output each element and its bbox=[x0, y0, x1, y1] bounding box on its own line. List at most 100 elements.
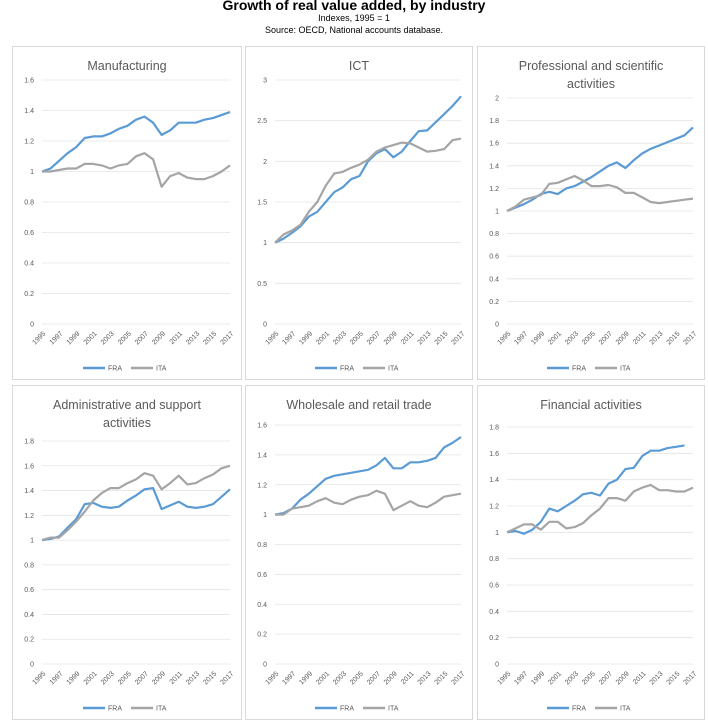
y-tick-label: 1 bbox=[263, 512, 267, 519]
y-tick-label: 3 bbox=[263, 78, 267, 85]
chart-panel-1: Manufacturing00.20.40.60.811.21.41.61995… bbox=[12, 46, 242, 380]
y-tick-label: 0.8 bbox=[489, 556, 499, 563]
chart-title: activities bbox=[103, 416, 151, 430]
y-tick-label: 0 bbox=[495, 322, 499, 329]
y-tick-label: 0.8 bbox=[257, 542, 267, 549]
chart-title: Manufacturing bbox=[87, 59, 166, 73]
y-tick-label: 0.4 bbox=[489, 609, 499, 616]
y-tick-label: 0.6 bbox=[257, 572, 267, 579]
y-tick-label: 0.8 bbox=[24, 200, 34, 207]
y-tick-label: 1.5 bbox=[257, 200, 267, 207]
y-tick-label: 1 bbox=[263, 240, 267, 247]
series-line-ita bbox=[41, 464, 231, 542]
y-tick-label: 0.8 bbox=[24, 562, 34, 569]
legend-label-fra: FRA bbox=[340, 706, 354, 713]
y-tick-label: 0.6 bbox=[489, 254, 499, 261]
y-tick-label: 0.2 bbox=[489, 635, 499, 642]
y-tick-label: 0 bbox=[30, 662, 34, 669]
legend-label-ita: ITA bbox=[388, 366, 399, 373]
legend-label-ita: ITA bbox=[620, 366, 631, 373]
y-tick-label: 2 bbox=[495, 96, 499, 103]
series-line-ita bbox=[275, 489, 462, 516]
figure-title: Growth of real value added, by industry bbox=[222, 0, 486, 13]
y-tick-label: 1.2 bbox=[24, 513, 34, 520]
y-tick-label: 0.2 bbox=[489, 299, 499, 306]
y-tick-label: 1.2 bbox=[489, 186, 499, 193]
y-tick-label: 1.6 bbox=[24, 463, 34, 470]
y-tick-label: 1.6 bbox=[489, 451, 499, 458]
series-line-ita bbox=[42, 152, 231, 188]
chart-title: Professional and scientific bbox=[519, 59, 664, 73]
y-tick-label: 1.8 bbox=[24, 439, 34, 446]
y-tick-label: 1.2 bbox=[257, 482, 267, 489]
series-line-ita bbox=[506, 483, 694, 534]
y-tick-label: 1 bbox=[495, 530, 499, 537]
y-tick-label: 2 bbox=[263, 159, 267, 166]
y-tick-label: 0 bbox=[263, 322, 267, 329]
series-line-ita bbox=[274, 137, 462, 244]
y-tick-label: 1.8 bbox=[489, 425, 499, 432]
chart-panel-6: Financial activities 0 0.2 0.4 0.6 0.8 1 1.2 1.4… bbox=[477, 385, 705, 720]
chart-title: Wholesale and retail trade bbox=[286, 398, 431, 412]
y-tick-label: 1 bbox=[495, 209, 499, 216]
y-tick-label: 0.2 bbox=[24, 637, 34, 644]
legend-label-fra: FRA bbox=[572, 366, 586, 373]
y-tick-label: 0.2 bbox=[24, 291, 34, 298]
legend-label-fra: FRA bbox=[572, 706, 586, 713]
legend-label-ita: ITA bbox=[620, 706, 631, 713]
y-tick-label: 1.4 bbox=[489, 477, 499, 484]
chart-border bbox=[12, 46, 242, 380]
series-line-ita bbox=[506, 174, 694, 212]
y-tick-label: 0.4 bbox=[24, 612, 34, 619]
chart-title: Financial activities bbox=[540, 398, 641, 412]
y-tick-label: 0.5 bbox=[257, 281, 267, 288]
y-tick-label: 0.6 bbox=[24, 587, 34, 594]
figure-subtitle: Indexes, 1995 = 1 bbox=[318, 13, 390, 23]
legend-label-ita: ITA bbox=[156, 706, 167, 713]
y-tick-label: 1.4 bbox=[257, 452, 267, 459]
series-line-fra bbox=[41, 487, 231, 542]
chart-border bbox=[477, 46, 705, 380]
y-tick-label: 0.4 bbox=[24, 261, 34, 268]
y-tick-label: 1.2 bbox=[24, 139, 34, 146]
legend-label-fra: FRA bbox=[108, 366, 122, 373]
legend-label-fra: FRA bbox=[108, 706, 122, 713]
series-line-fra bbox=[274, 95, 462, 244]
chart-panel-3: Professional and scientific activities 0 0.… bbox=[477, 46, 705, 380]
series-line-fra bbox=[274, 436, 462, 516]
y-tick-label: 1.6 bbox=[489, 141, 499, 148]
chart-border bbox=[477, 385, 705, 720]
legend-label-ita: ITA bbox=[388, 706, 399, 713]
chart-title: ICT bbox=[349, 59, 370, 73]
chart-panel-5: Wholesale and retail trade 0 0.2 0.4 0.6 0.8 1… bbox=[245, 385, 473, 720]
y-tick-label: 0.4 bbox=[257, 602, 267, 609]
y-tick-label: 0.6 bbox=[489, 583, 499, 590]
chart-border bbox=[245, 385, 473, 720]
y-tick-label: 2.5 bbox=[257, 118, 267, 125]
chart-border bbox=[245, 46, 473, 380]
y-tick-label: 1.4 bbox=[489, 163, 499, 170]
legend-label-fra: FRA bbox=[340, 366, 354, 373]
chart-border bbox=[12, 385, 242, 720]
chart-title: Administrative and support bbox=[53, 398, 202, 412]
y-tick-label: 0 bbox=[263, 662, 267, 669]
y-tick-label: 1.8 bbox=[489, 118, 499, 125]
y-tick-label: 1.6 bbox=[257, 423, 267, 430]
y-tick-label: 1.2 bbox=[489, 504, 499, 511]
y-tick-label: 1.4 bbox=[24, 488, 34, 495]
series-line-fra bbox=[41, 110, 231, 173]
y-tick-label: 0 bbox=[30, 322, 34, 329]
y-tick-label: 1.6 bbox=[24, 78, 34, 85]
y-tick-label: 0.2 bbox=[257, 632, 267, 639]
y-tick-label: 0 bbox=[495, 662, 499, 669]
y-tick-label: 0.4 bbox=[489, 276, 499, 283]
figure-source: Source: OECD, National accounts database… bbox=[264, 25, 444, 35]
y-tick-label: 1.4 bbox=[24, 108, 34, 115]
legend-label-ita: ITA bbox=[156, 366, 167, 373]
chart-title: activities bbox=[567, 77, 615, 91]
y-tick-label: 1 bbox=[30, 169, 34, 176]
chart-header: Growth of real value added, by industry … bbox=[0, 0, 708, 36]
y-tick-label: 0.8 bbox=[489, 231, 499, 238]
